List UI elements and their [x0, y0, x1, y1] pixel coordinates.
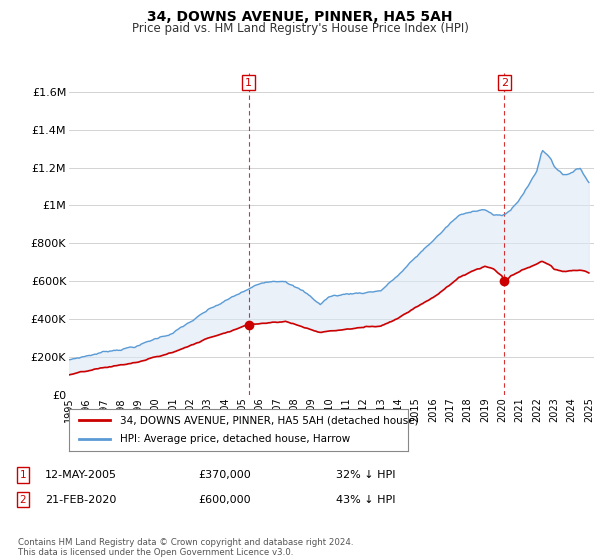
Text: 43% ↓ HPI: 43% ↓ HPI: [336, 494, 395, 505]
Text: 32% ↓ HPI: 32% ↓ HPI: [336, 470, 395, 480]
Text: 34, DOWNS AVENUE, PINNER, HA5 5AH: 34, DOWNS AVENUE, PINNER, HA5 5AH: [147, 10, 453, 24]
Text: 34, DOWNS AVENUE, PINNER, HA5 5AH (detached house): 34, DOWNS AVENUE, PINNER, HA5 5AH (detac…: [120, 415, 418, 425]
Text: 2: 2: [501, 78, 508, 87]
Text: Price paid vs. HM Land Registry's House Price Index (HPI): Price paid vs. HM Land Registry's House …: [131, 22, 469, 35]
Text: 12-MAY-2005: 12-MAY-2005: [45, 470, 117, 480]
Text: 21-FEB-2020: 21-FEB-2020: [45, 494, 116, 505]
Text: 1: 1: [245, 78, 252, 87]
Text: HPI: Average price, detached house, Harrow: HPI: Average price, detached house, Harr…: [120, 435, 350, 445]
Text: 1: 1: [19, 470, 26, 480]
Text: £370,000: £370,000: [198, 470, 251, 480]
Text: Contains HM Land Registry data © Crown copyright and database right 2024.
This d: Contains HM Land Registry data © Crown c…: [18, 538, 353, 557]
Text: £600,000: £600,000: [198, 494, 251, 505]
Text: 2: 2: [19, 494, 26, 505]
